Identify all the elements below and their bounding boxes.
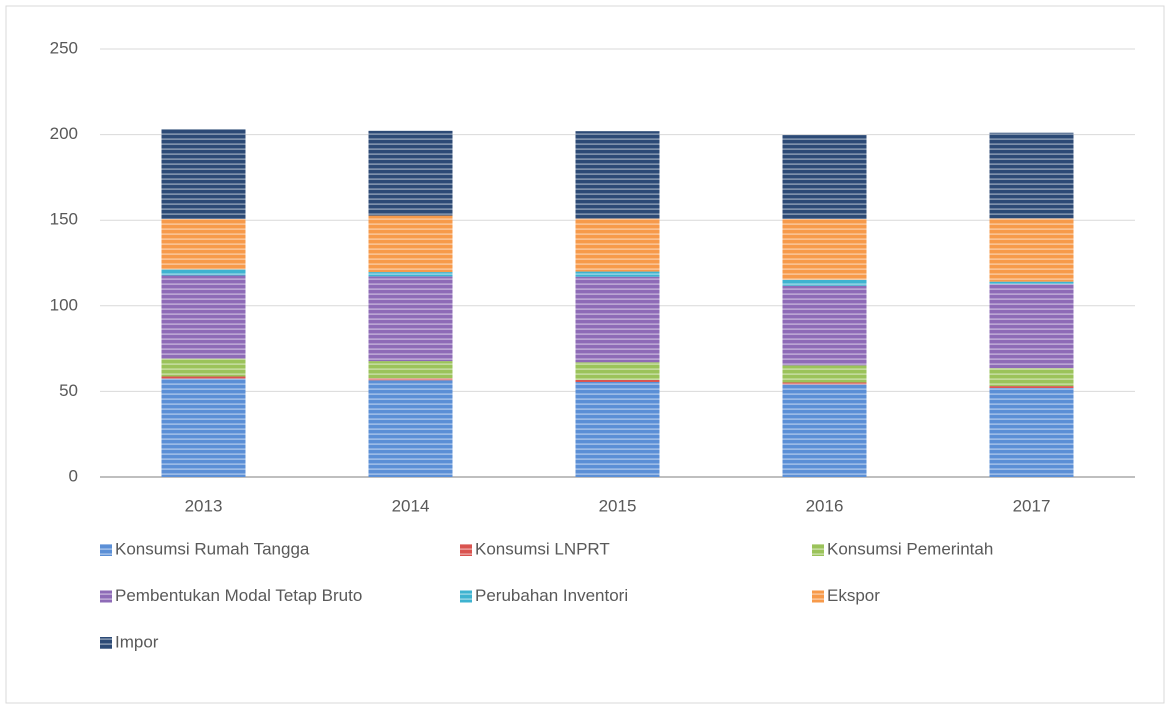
bar-segment — [782, 384, 867, 477]
legend-swatch — [460, 544, 472, 556]
bar-segment — [575, 381, 660, 477]
y-tick-label: 250 — [50, 38, 78, 57]
bar-segment — [782, 219, 867, 280]
bar-segment — [368, 276, 453, 362]
legend-label: Konsumsi LNPRT — [475, 539, 610, 558]
x-tick-label: 2016 — [806, 496, 844, 515]
bar-segment — [161, 378, 246, 477]
bar-segment — [368, 378, 453, 381]
bar-segment — [989, 387, 1074, 477]
y-tick-label: 50 — [59, 381, 78, 400]
bar-segment — [989, 368, 1074, 387]
legend-label: Ekspor — [827, 586, 880, 605]
x-tick-label: 2014 — [392, 496, 430, 515]
bar-segment — [782, 382, 867, 385]
bar-segment — [989, 132, 1074, 219]
bar-segment — [161, 376, 246, 379]
bar-segment — [161, 358, 246, 377]
bar-segment — [782, 279, 867, 286]
bar-segment — [368, 380, 453, 477]
bar-segment — [575, 362, 660, 380]
bar-segment — [161, 275, 246, 359]
legend-swatch — [100, 637, 112, 649]
y-tick-label: 100 — [50, 295, 78, 314]
legend-swatch — [100, 544, 112, 556]
x-tick-label: 2013 — [185, 496, 223, 515]
y-tick-label: 200 — [50, 124, 78, 143]
bar-segment — [782, 135, 867, 220]
bar-segment — [989, 281, 1074, 285]
bar-segment — [575, 271, 660, 277]
bar-segment — [575, 276, 660, 363]
bar-segment — [161, 129, 246, 220]
legend-label: Perubahan Inventori — [475, 586, 628, 605]
legend-label: Konsumsi Rumah Tangga — [115, 539, 310, 558]
legend-swatch — [812, 544, 824, 556]
bar-segment — [161, 219, 246, 270]
y-tick-label: 150 — [50, 210, 78, 229]
x-tick-label: 2017 — [1013, 496, 1051, 515]
legend-swatch — [100, 590, 112, 603]
legend-swatch — [460, 590, 472, 603]
x-tick-label: 2015 — [599, 496, 637, 515]
bar-segment — [575, 379, 660, 382]
bar-segment — [989, 218, 1074, 282]
bar-segment — [368, 215, 453, 273]
bar-segment — [368, 130, 453, 216]
bar-segment — [575, 131, 660, 219]
bar-segment — [782, 365, 867, 383]
bar-segment — [368, 272, 453, 277]
bar-segment — [989, 284, 1074, 369]
bar-segment — [161, 269, 246, 276]
legend-label: Konsumsi Pemerintah — [827, 539, 993, 558]
bar-segment — [575, 218, 660, 272]
y-tick-label: 0 — [69, 466, 78, 485]
bar-segment — [368, 361, 453, 379]
bar-segment — [989, 386, 1074, 388]
legend-label: Impor — [115, 632, 159, 651]
legend-swatch — [812, 590, 824, 603]
legend-label: Pembentukan Modal Tetap Bruto — [115, 586, 362, 605]
bar-segment — [782, 285, 867, 366]
